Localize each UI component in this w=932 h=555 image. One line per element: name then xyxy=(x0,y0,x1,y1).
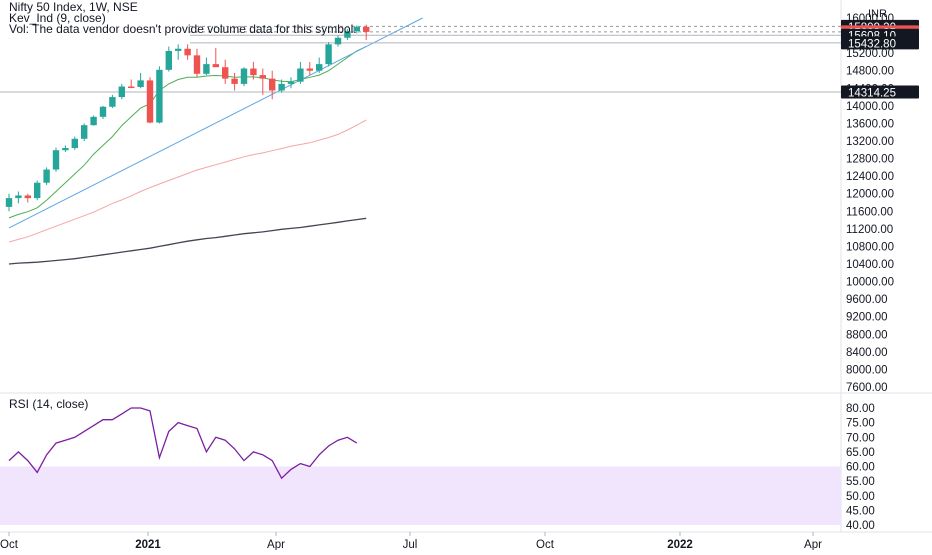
time-tick-label: Oct xyxy=(0,539,19,550)
price-tick-label: 8000.00 xyxy=(846,364,888,376)
price-tick-label: 15200.00 xyxy=(846,48,894,60)
candle-body[interactable] xyxy=(165,50,172,70)
time-tick-label: Apr xyxy=(267,539,285,550)
candle-body[interactable] xyxy=(175,48,182,51)
price-tag-label: 14314.25 xyxy=(848,88,896,100)
candle-body[interactable] xyxy=(118,86,125,98)
candle-body[interactable] xyxy=(344,31,351,38)
price-tick-label: 13600.00 xyxy=(846,118,894,130)
candle-body[interactable] xyxy=(24,195,31,199)
price-tick-label: 11200.00 xyxy=(846,224,893,236)
rsi-tick-label: 45.00 xyxy=(846,505,875,517)
price-tick-label: 9600.00 xyxy=(846,294,888,306)
candle-body[interactable] xyxy=(316,64,323,71)
price-tick-label: 12000.00 xyxy=(846,189,894,201)
candle-body[interactable] xyxy=(99,106,107,117)
price-tick-label: 12400.00 xyxy=(846,171,894,183)
candle-body[interactable] xyxy=(184,48,191,56)
candle-body[interactable] xyxy=(146,80,154,123)
price-tick-label: 7600.00 xyxy=(846,382,888,394)
candle-body[interactable] xyxy=(269,78,276,91)
price-tick-label: 11600.00 xyxy=(846,206,893,218)
price-tag xyxy=(841,85,919,99)
candle-body[interactable] xyxy=(137,80,144,87)
rsi-tick-label: 60.00 xyxy=(846,462,875,474)
rsi-tick-label: 50.00 xyxy=(846,491,875,503)
candle-body[interactable] xyxy=(193,55,201,74)
trendline[interactable] xyxy=(8,17,423,229)
time-tick-label: 2021 xyxy=(135,539,161,550)
rsi-tick-label: 65.00 xyxy=(846,447,875,459)
price-tick-label: 8800.00 xyxy=(846,329,888,341)
rsi-tick-label: 75.00 xyxy=(846,418,875,430)
rsi-legend[interactable]: RSI (14, close) xyxy=(9,397,89,411)
price-tick-label: 10400.00 xyxy=(846,259,894,271)
candle-body[interactable] xyxy=(250,68,257,76)
price-tick-label: 8400.00 xyxy=(846,347,888,359)
candle-body[interactable] xyxy=(62,148,69,151)
price-tick-label: 9200.00 xyxy=(846,312,888,324)
candle-body[interactable] xyxy=(109,97,116,107)
rsi-line[interactable] xyxy=(8,407,358,480)
rsi-tick-label: 40.00 xyxy=(846,520,875,532)
rsi-tick-label: 55.00 xyxy=(846,476,875,488)
candle-body[interactable] xyxy=(306,68,313,71)
symbol-legend[interactable]: Nifty 50 Index, 1W, NSE xyxy=(9,0,138,14)
candle-body[interactable] xyxy=(325,44,332,65)
candle-body[interactable] xyxy=(363,26,370,32)
price-tag-label: 15432.80 xyxy=(848,38,896,50)
candle-body[interactable] xyxy=(156,69,163,123)
candle-body[interactable] xyxy=(297,68,304,82)
candle-body[interactable] xyxy=(353,26,360,32)
price-tag xyxy=(841,36,919,50)
candle-body[interactable] xyxy=(240,68,248,84)
candle-body[interactable] xyxy=(231,78,238,84)
volume-note: Vol: The data vendor doesn't provide vol… xyxy=(9,22,357,36)
ema-line xyxy=(8,119,367,243)
candle-body[interactable] xyxy=(212,64,219,68)
time-tick-label: Jul xyxy=(403,539,418,550)
price-tick-label: 10000.00 xyxy=(846,277,894,289)
candle-body[interactable] xyxy=(15,195,22,199)
rsi-band xyxy=(0,466,841,525)
price-tick-label: 12800.00 xyxy=(846,154,894,166)
time-tick-label: Apr xyxy=(804,539,822,550)
price-tick-label: 13200.00 xyxy=(846,136,894,148)
candle-body[interactable] xyxy=(222,67,229,79)
price-tick-label: 14000.00 xyxy=(846,101,894,113)
candle-body[interactable] xyxy=(52,150,60,170)
rsi-tick-label: 80.00 xyxy=(846,403,875,415)
candle-body[interactable] xyxy=(5,198,13,207)
price-tick-label: 14800.00 xyxy=(846,66,894,78)
ema-line xyxy=(8,217,367,265)
candle-body[interactable] xyxy=(34,182,41,199)
candle-body[interactable] xyxy=(128,86,135,89)
currency-label: INR xyxy=(868,8,887,20)
candle-body[interactable] xyxy=(287,81,295,84)
time-tick-label: 2022 xyxy=(667,539,693,550)
price-tick-label: 10800.00 xyxy=(846,241,894,253)
candle-body[interactable] xyxy=(203,64,210,74)
candle-body[interactable] xyxy=(334,37,342,45)
candle-body[interactable] xyxy=(259,75,266,79)
candle-body[interactable] xyxy=(81,125,88,139)
rsi-tick-label: 70.00 xyxy=(846,432,875,444)
candle-body[interactable] xyxy=(278,83,285,91)
candle-body[interactable] xyxy=(43,169,50,183)
time-tick-label: Oct xyxy=(536,539,555,550)
indicator-legend[interactable]: Kev_Ind (9, close) xyxy=(9,11,106,25)
candle-body[interactable] xyxy=(90,116,97,126)
ema-line xyxy=(8,46,367,219)
candle-body[interactable] xyxy=(71,138,78,149)
